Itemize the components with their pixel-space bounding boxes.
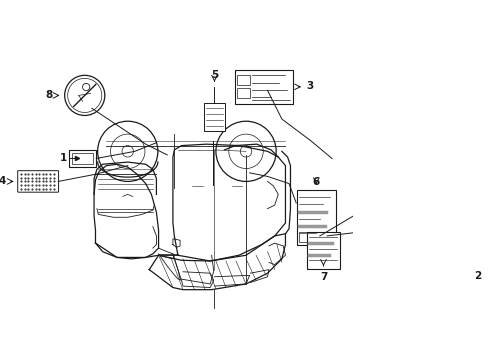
FancyBboxPatch shape [236,88,249,98]
FancyBboxPatch shape [299,231,332,242]
FancyBboxPatch shape [236,75,249,85]
Text: 1: 1 [60,153,67,163]
Circle shape [64,75,104,116]
Text: 6: 6 [312,177,319,187]
Text: 3: 3 [305,81,313,91]
Text: 8: 8 [45,90,52,100]
Text: 4: 4 [0,176,6,186]
FancyBboxPatch shape [18,171,59,192]
FancyBboxPatch shape [72,153,93,164]
Text: 5: 5 [210,69,218,80]
FancyBboxPatch shape [404,263,459,291]
Text: 7: 7 [319,272,326,282]
FancyBboxPatch shape [296,190,335,244]
Text: 2: 2 [473,271,480,281]
FancyBboxPatch shape [306,231,339,269]
FancyBboxPatch shape [234,69,293,104]
FancyBboxPatch shape [69,150,96,167]
FancyBboxPatch shape [203,103,225,131]
